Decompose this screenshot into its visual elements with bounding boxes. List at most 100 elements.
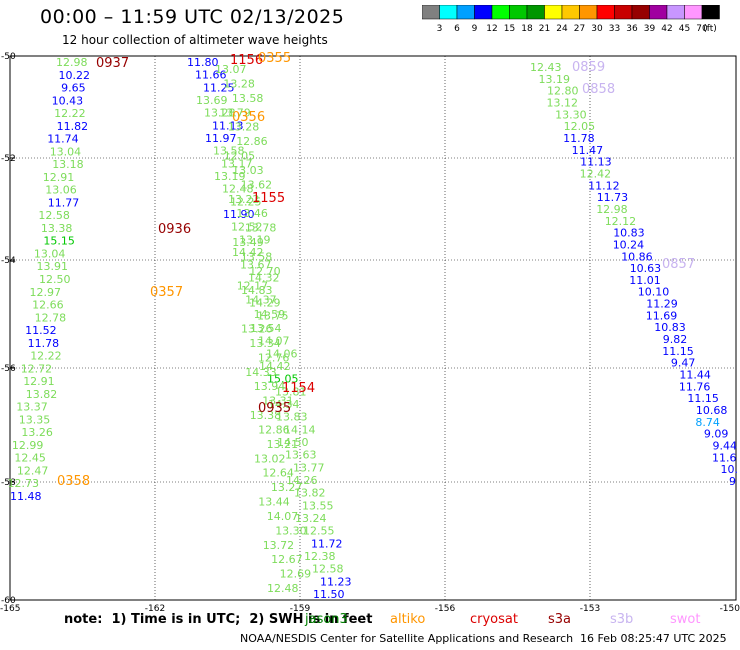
wave-height-label: 11.78 xyxy=(563,132,595,145)
wave-height-label: 12.22 xyxy=(30,350,62,363)
wave-height-label: 11.50 xyxy=(313,588,345,601)
wave-height-label: 13.03 xyxy=(232,164,264,177)
wave-height-label: 13.28 xyxy=(204,107,236,120)
wave-height-label: 13.91 xyxy=(37,260,69,273)
wave-height-label: 9.47 xyxy=(671,357,696,370)
wave-height-label: 12.48 xyxy=(222,183,254,196)
wave-height-label: 14.07 xyxy=(267,510,299,523)
wave-height-label: 10.22 xyxy=(59,69,91,82)
wave-height-label: 11.23 xyxy=(320,575,352,588)
wave-height-label: 11.69 xyxy=(646,309,678,322)
wave-height-label: 11.78 xyxy=(28,337,59,350)
wave-height-label: 13.82 xyxy=(26,388,58,401)
wave-height-label: 12.72 xyxy=(21,362,53,375)
wave-height-label: 10. xyxy=(721,463,739,476)
wave-height-label: 13.69 xyxy=(196,94,228,107)
wave-height-label: 13.07 xyxy=(215,63,247,76)
wave-height-label: 12.52 xyxy=(231,221,263,234)
wave-height-label: 12.05 xyxy=(564,120,596,133)
page-subtitle: 12 hour collection of altimeter wave hei… xyxy=(62,33,328,47)
wave-height-label: 11.29 xyxy=(646,298,678,311)
wave-height-label: 12.45 xyxy=(14,452,46,465)
wave-height-label: 10.63 xyxy=(630,262,662,275)
wave-height-label: 14.06 xyxy=(266,347,298,360)
wave-height-label: 12.43 xyxy=(530,61,562,74)
wave-height-label: 10.10 xyxy=(638,286,670,299)
wave-height-label: 12.17 xyxy=(237,279,269,292)
wave-height-label: 13.38 xyxy=(41,222,73,235)
wave-height-label: 11.90 xyxy=(223,208,255,221)
colorbar-swatch xyxy=(701,5,720,20)
map-frame xyxy=(9,55,737,601)
wave-height-label: 12.12 xyxy=(605,215,637,228)
wave-height-label: 10.24 xyxy=(613,238,645,251)
wave-height-label: 11.6 xyxy=(712,451,737,464)
wave-height-label: 12.86 xyxy=(258,423,290,436)
colorbar-tick-label: 70 xyxy=(696,24,708,34)
colorbar-tick-label: 39 xyxy=(644,24,656,34)
wave-height-label: 13.19 xyxy=(214,170,246,183)
legend-item-jason3: jason3 xyxy=(305,612,348,627)
longitude-tick-label: -162 xyxy=(145,604,165,612)
wave-height-label: 12.42 xyxy=(580,168,612,181)
wave-height-label: 14.14 xyxy=(284,423,316,436)
colorbar-tick-label: 15 xyxy=(504,24,515,34)
longitude-tick-label: -153 xyxy=(580,604,600,612)
wave-height-label: 13.72 xyxy=(263,539,295,552)
colorbar-tick-label: 12 xyxy=(486,24,497,34)
latitude-tick-label: -56 xyxy=(1,364,16,374)
wave-height-label: 9.82 xyxy=(663,333,688,346)
wave-height-label: 11.72 xyxy=(311,537,343,550)
creation-timestamp: 16 Feb 08:25:47 UTC 2025 xyxy=(580,632,727,645)
longitude-tick-label: -159 xyxy=(290,604,311,612)
wave-height-label: 13.35 xyxy=(19,413,51,426)
pass-time-label: 0356 xyxy=(232,110,265,125)
wave-height-label: 11.80 xyxy=(187,56,219,69)
wave-height-label: 13.82 xyxy=(294,487,326,500)
wave-height-label: 12.58 xyxy=(312,563,344,576)
latitude-tick-label: -50 xyxy=(1,52,16,62)
wave-height-label: 13.12 xyxy=(547,97,579,110)
wave-height-label: 12.47 xyxy=(17,465,49,478)
wave-height-label: 12.99 xyxy=(12,439,44,452)
wave-height-label: 9 xyxy=(729,475,736,488)
wave-height-label: 14.83 xyxy=(241,284,273,297)
wave-height-label: 14.59 xyxy=(254,308,286,321)
wave-height-label: 13.94 xyxy=(254,380,285,393)
pass-time-label: 1155 xyxy=(252,191,285,206)
wave-height-label: 14.29 xyxy=(249,297,281,310)
wave-height-label: 11.01 xyxy=(629,274,661,287)
pass-time-label: 0358 xyxy=(57,474,90,489)
wave-height-label: 11.52 xyxy=(25,324,56,337)
wave-height-label: 13.55 xyxy=(302,499,334,512)
wave-height-label: 13.24 xyxy=(295,512,327,525)
wave-height-label: 13.26 xyxy=(21,426,53,439)
wave-height-label: 11.47 xyxy=(572,144,604,157)
wave-height-label: 13.37 xyxy=(16,401,48,414)
wave-height-label: 14.33 xyxy=(245,366,276,379)
longitude-tick-label: -156 xyxy=(435,604,456,612)
wave-height-label: 14.07 xyxy=(258,335,290,348)
wave-height-label: 13.58 xyxy=(232,92,264,105)
latitude-tick-label: -60 xyxy=(1,596,16,606)
wave-height-label: 12.50 xyxy=(39,273,71,286)
pass-time-label: 0937 xyxy=(96,56,129,71)
wave-height-label: 13.04 xyxy=(50,145,81,158)
wave-height-label: 12.98 xyxy=(56,56,88,69)
longitude-tick-label: -165 xyxy=(0,604,20,612)
wave-height-label: 11.13 xyxy=(212,119,244,132)
wave-height-label: 12.25 xyxy=(230,195,262,208)
wave-height-label: 13.62 xyxy=(241,178,273,191)
colorbar-tick-label: 30 xyxy=(591,24,603,34)
wave-height-label: 15.15 xyxy=(43,235,75,248)
wave-height-label: 14.26 xyxy=(286,474,318,487)
wave-height-label: 12.70 xyxy=(249,265,281,278)
wave-height-label: 13.38 xyxy=(250,409,282,422)
wave-height-label: 12.66 xyxy=(32,299,64,312)
wave-height-label: 13.28 xyxy=(223,77,255,90)
wave-height-label: 13.58 xyxy=(241,250,272,263)
wave-height-label: 10.43 xyxy=(52,94,84,107)
wave-height-label: 13.81 xyxy=(275,385,307,398)
wave-height-map: -50 -52 -54 -56 -58 -60-165 -162 -159 -156 -153 -1… xyxy=(0,51,740,612)
page-title: 00:00 – 11:59 UTC 02/13/2025 xyxy=(40,6,345,28)
